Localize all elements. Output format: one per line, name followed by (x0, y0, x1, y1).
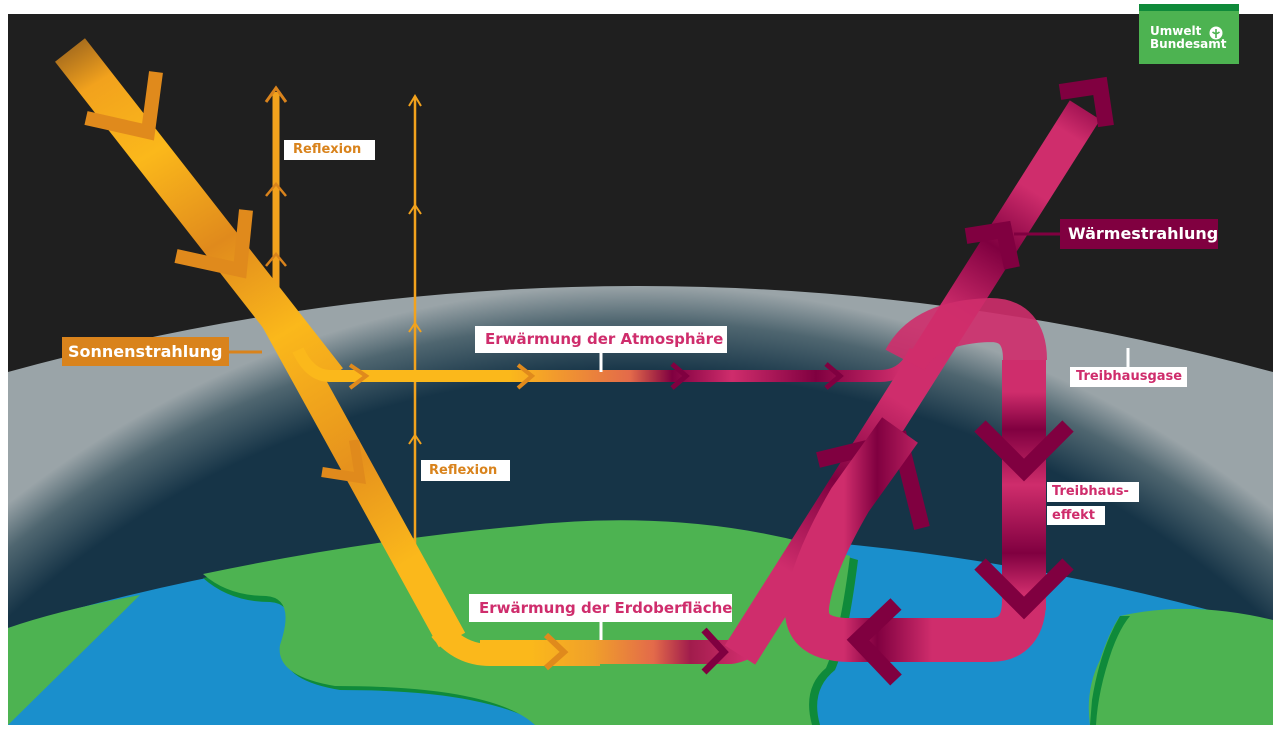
greenhouse-chevrons (846, 420, 1074, 686)
label-sonnenstrahlung: Sonnenstrahlung (62, 337, 229, 366)
land-main (203, 520, 850, 725)
solar-chevrons-small (321, 363, 569, 671)
land-right-edge (1090, 616, 1130, 725)
tree-icon (1209, 26, 1223, 40)
greenhouse-loop-bottom (784, 417, 1046, 662)
reflexion-arrow-top (264, 85, 288, 305)
label-treibhausgase: Treibhausgase (1070, 367, 1187, 387)
reflexion-arrow-bottom (408, 94, 422, 555)
label-waermestrahlung: Wärmestrahlung (1060, 219, 1218, 249)
label-reflexion-mid: Reflexion (421, 460, 510, 481)
label-erwaermung-atmosphaere: Erwärmung der Atmosphäre (475, 326, 727, 353)
label-reflexion-top: Reflexion (284, 140, 375, 160)
land-left (8, 595, 140, 725)
umweltbundesamt-logo: Umwelt Bundesamt (1139, 4, 1239, 64)
heat-chevrons-small (670, 362, 844, 675)
logo-line-1: Umwelt (1150, 24, 1202, 38)
label-treibhauseffekt-line1: Treibhaus- (1047, 482, 1139, 502)
label-erwaermung-erdoberflaeche: Erwärmung der Erdoberfläche (469, 594, 732, 622)
logo-line-2: Bundesamt (1150, 37, 1227, 51)
greenhouse-loop-top (885, 297, 1047, 372)
land-right (1088, 608, 1273, 725)
solar-chevrons (84, 71, 253, 279)
label-treibhauseffekt-line2: effekt (1047, 506, 1105, 525)
